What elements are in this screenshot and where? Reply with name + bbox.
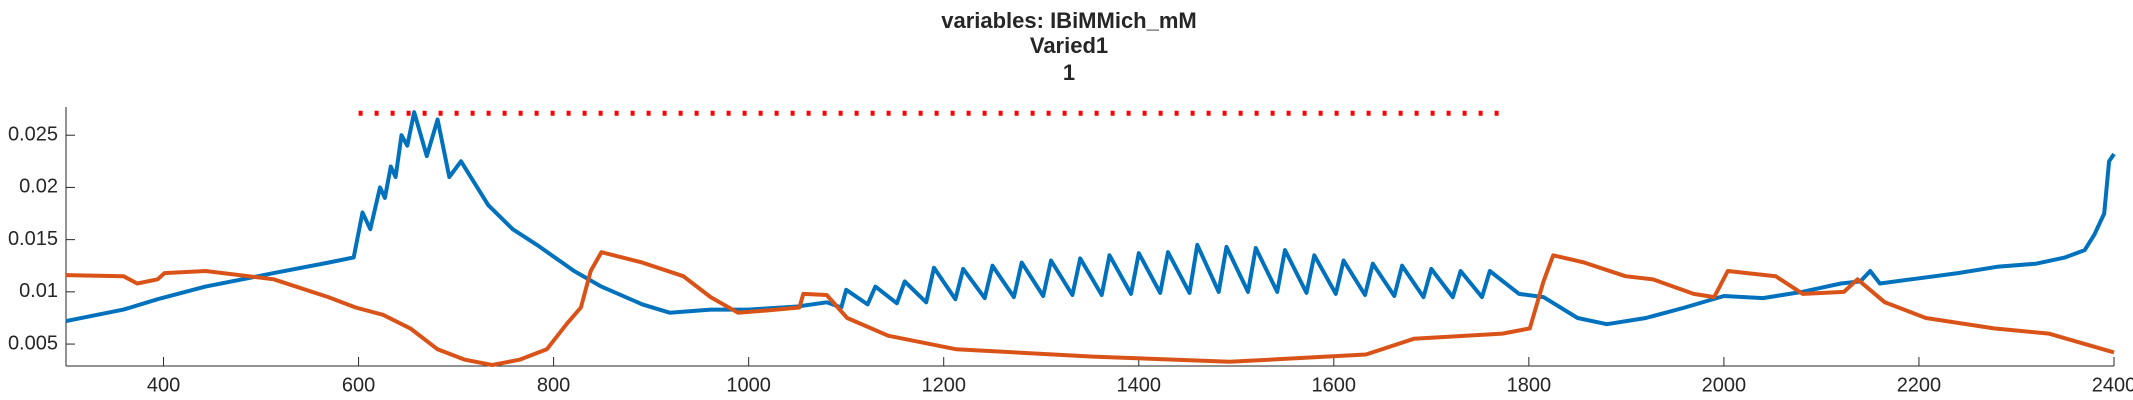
x-tick-label: 400 [147, 374, 180, 396]
y-tick-label: 0.025 [8, 123, 58, 145]
x-tick-label: 2000 [1702, 374, 1747, 396]
x-tick-label: 2400 [2092, 374, 2133, 396]
x-tick-label: 1200 [921, 374, 966, 396]
x-tick-label: 600 [342, 374, 375, 396]
chart-title: variables: IBiMMich_mM [941, 8, 1197, 33]
y-tick-label: 0.01 [19, 280, 58, 302]
x-tick-label: 1000 [726, 374, 771, 396]
series-line [65, 110, 2116, 327]
x-tick-label: 800 [537, 374, 570, 396]
x-tick-label: 1400 [1117, 374, 1162, 396]
chart-subtitle: Varied1 [1030, 33, 1108, 58]
x-tick-label: 2200 [1897, 374, 1942, 396]
y-tick-label: 0.005 [8, 332, 58, 354]
chart-subtitle: 1 [1063, 60, 1075, 85]
y-tick-label: 0.02 [19, 176, 58, 198]
x-tick-label: 1600 [1312, 374, 1357, 396]
series-line [65, 250, 2115, 367]
x-tick-label: 1800 [1507, 374, 1552, 396]
y-tick-label: 0.015 [8, 228, 58, 250]
